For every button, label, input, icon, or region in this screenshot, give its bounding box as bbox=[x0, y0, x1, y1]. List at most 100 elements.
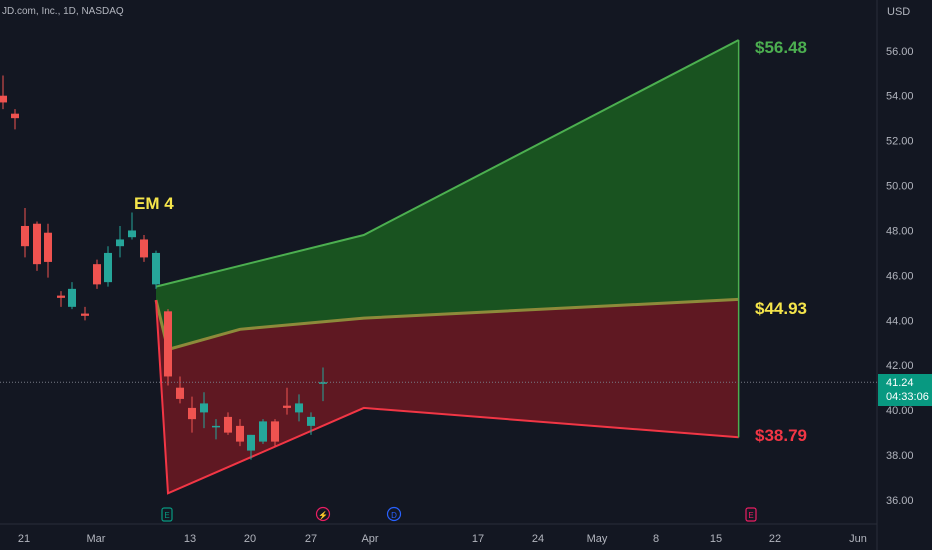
candle bbox=[212, 419, 220, 440]
mid-target-label: $44.93 bbox=[755, 299, 807, 318]
earnings-icon[interactable]: E bbox=[161, 507, 173, 522]
time-tick-label: 21 bbox=[18, 533, 30, 545]
candlestick-series bbox=[0, 75, 327, 460]
candle-body bbox=[11, 113, 19, 119]
time-tick-label: 17 bbox=[472, 533, 484, 545]
currency-label: USD bbox=[887, 6, 911, 18]
price-tick-label: 44.00 bbox=[886, 315, 914, 327]
time-tick-label: Apr bbox=[361, 533, 378, 545]
candle bbox=[128, 212, 136, 240]
candle-body bbox=[81, 313, 89, 316]
lower-target-label: $38.79 bbox=[755, 426, 807, 445]
candle bbox=[236, 419, 244, 447]
time-tick-label: 13 bbox=[184, 533, 196, 545]
candle bbox=[116, 225, 124, 258]
candle bbox=[33, 221, 41, 271]
candle bbox=[93, 259, 101, 289]
candle-body bbox=[68, 288, 76, 307]
price-tick-label: 38.00 bbox=[886, 450, 914, 462]
candle-body bbox=[93, 264, 101, 285]
candle bbox=[295, 394, 303, 422]
candle bbox=[271, 419, 279, 447]
upper-band-line bbox=[155, 39, 740, 288]
event-markers: E ⚡ D E bbox=[161, 506, 757, 522]
price-tick-label: 52.00 bbox=[886, 136, 914, 148]
price-tick-label: 40.00 bbox=[886, 405, 914, 417]
candle-body bbox=[152, 252, 160, 285]
candle bbox=[81, 306, 89, 321]
candle bbox=[152, 250, 160, 289]
event-marker-symbol: E bbox=[164, 511, 169, 520]
candle bbox=[21, 208, 29, 258]
candle bbox=[259, 419, 267, 444]
price-tick-label: 56.00 bbox=[886, 46, 914, 58]
expected-move-bands bbox=[154, 39, 740, 495]
time-tick-label: Mar bbox=[87, 533, 106, 545]
candle-body bbox=[307, 416, 315, 426]
lower-band-fill bbox=[156, 299, 739, 494]
candle bbox=[104, 246, 112, 287]
candle-body bbox=[57, 295, 65, 298]
candle-body bbox=[164, 311, 172, 377]
price-tick-label: 48.00 bbox=[886, 225, 914, 237]
candle-body bbox=[21, 225, 29, 247]
candle-body bbox=[176, 387, 184, 399]
symbol-title[interactable]: JD.com, Inc., 1D, NASDAQ bbox=[2, 6, 124, 17]
time-tick-label: 27 bbox=[305, 533, 317, 545]
candle-body bbox=[200, 403, 208, 413]
split-icon[interactable]: ⚡ bbox=[315, 506, 331, 522]
candle-body bbox=[188, 407, 196, 420]
candle bbox=[307, 412, 315, 435]
candle-body bbox=[295, 403, 303, 413]
candle-body bbox=[33, 223, 41, 265]
candle-body bbox=[212, 425, 220, 428]
upper-target-label: $56.48 bbox=[755, 38, 807, 57]
candle-body bbox=[0, 95, 7, 103]
candle bbox=[176, 376, 184, 404]
time-axis: 21 Mar 13 20 27 Apr 17 24 May 8 15 22 Jun bbox=[18, 533, 867, 545]
candle-body bbox=[224, 416, 232, 433]
candle bbox=[319, 367, 327, 402]
candle-body bbox=[247, 434, 255, 451]
price-tick-label: 54.00 bbox=[886, 91, 914, 103]
time-tick-label: 24 bbox=[532, 533, 544, 545]
event-marker-symbol: E bbox=[748, 511, 753, 520]
upper-band-fill bbox=[156, 40, 739, 350]
time-tick-label: 15 bbox=[710, 533, 722, 545]
dividend-icon[interactable]: D bbox=[386, 506, 402, 522]
candle-body bbox=[104, 252, 112, 283]
candle bbox=[188, 396, 196, 433]
time-tick-label: May bbox=[587, 533, 608, 545]
last-price-value: 41.24 bbox=[886, 377, 914, 389]
price-tick-label: 50.00 bbox=[886, 181, 914, 193]
candle bbox=[140, 234, 148, 262]
candle bbox=[44, 223, 52, 278]
candle bbox=[224, 412, 232, 435]
candle bbox=[164, 309, 172, 386]
candle-body bbox=[128, 230, 136, 238]
lower-band-line bbox=[155, 300, 739, 495]
candle-body bbox=[44, 232, 52, 262]
candle-body bbox=[283, 405, 291, 408]
last-price-badge: 41.24 04:33:06 bbox=[878, 374, 932, 406]
candle-body bbox=[140, 239, 148, 258]
candle bbox=[283, 387, 291, 415]
em-label: EM 4 bbox=[134, 194, 174, 213]
candle bbox=[68, 282, 76, 310]
candle bbox=[247, 434, 255, 460]
candle bbox=[200, 392, 208, 429]
bar-countdown: 04:33:06 bbox=[886, 391, 929, 403]
event-marker-symbol: ⚡ bbox=[318, 510, 328, 520]
event-marker-symbol: D bbox=[391, 511, 397, 520]
candle-body bbox=[259, 421, 267, 442]
candle-body bbox=[319, 382, 327, 384]
time-tick-label: 22 bbox=[769, 533, 781, 545]
candle-body bbox=[116, 239, 124, 247]
price-tick-label: 46.00 bbox=[886, 270, 914, 282]
candle bbox=[0, 75, 7, 110]
price-tick-label: 42.00 bbox=[886, 360, 914, 372]
time-tick-label: 8 bbox=[653, 533, 659, 545]
candle-body bbox=[271, 421, 279, 442]
earnings-icon[interactable]: E bbox=[745, 507, 757, 522]
